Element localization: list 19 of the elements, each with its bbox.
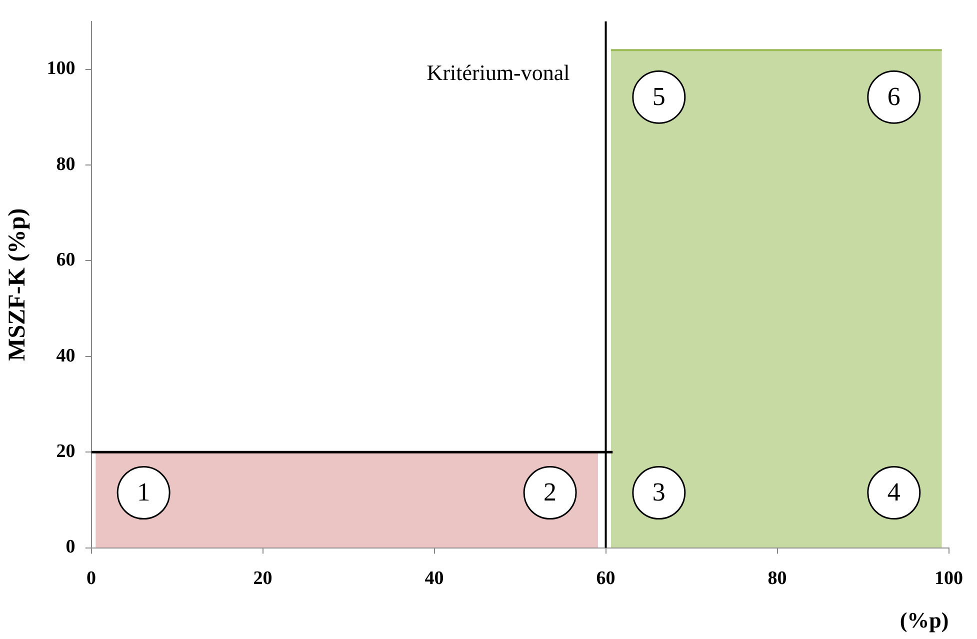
y-tick-label: 0 xyxy=(66,536,76,558)
y-tick-label: 80 xyxy=(56,154,76,175)
annotation: 3 xyxy=(652,478,666,507)
annotation: 4 xyxy=(887,478,900,507)
x-tick-label: 80 xyxy=(768,568,787,590)
x-tick-label: 60 xyxy=(596,568,616,590)
annotation: 5 xyxy=(652,82,666,111)
x-axis-title: (%p) xyxy=(900,607,949,632)
x-tick-label: 100 xyxy=(934,568,963,590)
y-axis-title: MSZF-K (%p) xyxy=(4,208,31,361)
y-tick-label: 40 xyxy=(56,345,76,366)
annotation: 6 xyxy=(887,82,900,111)
y-tick-label: 60 xyxy=(56,250,76,271)
y-tick-label: 100 xyxy=(46,58,76,80)
ref-line-label: Kritérium-vonal xyxy=(426,60,570,86)
x-tick-label: 20 xyxy=(253,568,272,590)
x-tick-label: 0 xyxy=(86,568,96,590)
x-tick-label: 40 xyxy=(424,568,444,590)
y-tick-label: 20 xyxy=(56,440,76,462)
